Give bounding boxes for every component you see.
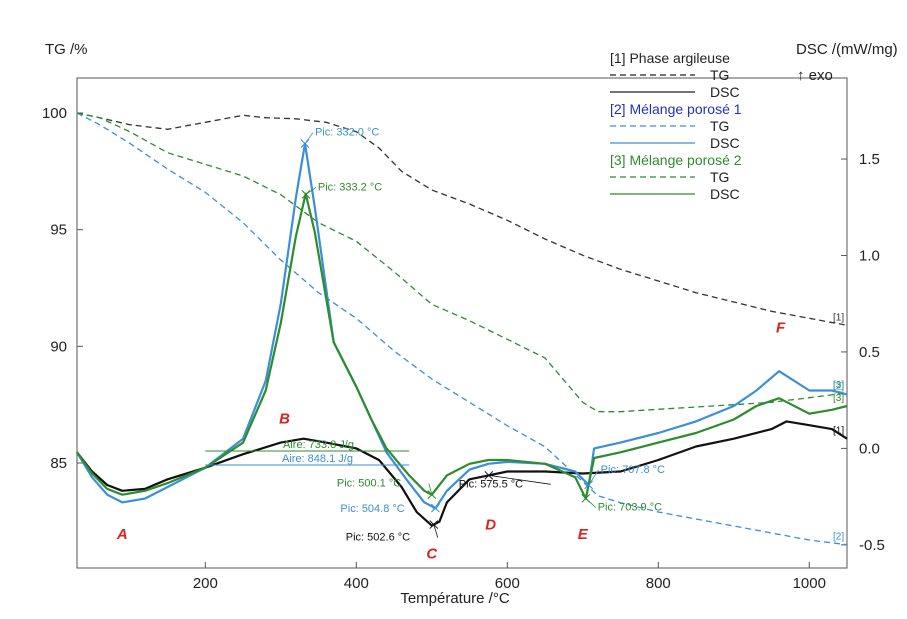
x-tick-label: 200 (193, 575, 218, 592)
peak-label: Pic: 332.0 °C (315, 127, 379, 139)
series-dsc1-line (76, 420, 848, 527)
region-label-a: A (116, 526, 128, 543)
y-right-tick-label: -0.5 (859, 537, 885, 554)
x-tick-label: 600 (495, 575, 520, 592)
area-label: Aire: 733.8 J/g (283, 439, 354, 451)
series-dsc2-end-label: [2] (833, 381, 844, 392)
y-left-axis-label: TG /% (45, 41, 88, 58)
series-dsc3-end-label: [3] (833, 393, 844, 404)
peak-marker (301, 190, 311, 199)
series-layer: [1][2][3][1][2][3] (76, 112, 848, 546)
y-right-axis-sublabel: ↑ exo (797, 67, 833, 84)
region-label-d: D (485, 516, 496, 533)
legend-dsc-label: DSC (710, 84, 740, 100)
peak-label: Pic: 500.1 °C (337, 478, 401, 490)
x-tick-label: 400 (344, 575, 369, 592)
legend-dsc-label: DSC (710, 186, 740, 202)
series-tg1-end-label: [1] (833, 312, 844, 323)
legend-tg-label: TG (710, 169, 729, 185)
peak-label: Pic: 703.9 °C (598, 501, 662, 513)
series-tg2-line (76, 112, 848, 546)
y-left-tick-label: 100 (42, 105, 67, 122)
region-label-f: F (776, 320, 786, 337)
annotation-layer: Pic: 332.0 °C Pic: 333.2 °C Pic: 500.1 °C P… (116, 127, 786, 563)
series-tg1-line (76, 112, 848, 326)
plot-frame (76, 77, 848, 569)
peak-leader-line (432, 507, 436, 510)
y-left-tick-label: 95 (50, 222, 67, 239)
peak-label: Pic: 333.2 °C (318, 181, 382, 193)
x-axis: 200 400 600 800 1000 (193, 562, 826, 592)
peak-leader-line (433, 524, 439, 538)
peak-marker (300, 139, 310, 148)
peak-leader-line (304, 132, 314, 144)
peak-label: Pic: 575.5 °C (459, 478, 523, 490)
legend-tg-label: TG (710, 118, 729, 134)
y-right-tick-label: 0.5 (859, 344, 880, 361)
area-label: Aire: 848.1 J/g (282, 453, 353, 465)
series-dsc1-end-label: [1] (833, 426, 844, 437)
peak-marker (484, 470, 494, 480)
peak-label: Pic: 504.8 °C (340, 503, 404, 515)
region-label-c: C (426, 545, 438, 562)
region-label-e: E (578, 526, 589, 543)
y-right-tick-label: 1.5 (859, 151, 880, 168)
y-right-axis-label: DSC /(mW/mg) (796, 41, 898, 58)
peak-leader-line (488, 474, 551, 485)
x-tick-label: 1000 (793, 575, 826, 592)
region-label-b: B (279, 410, 290, 427)
legend-group-title: [2] Mélange porosé 1 (610, 101, 742, 117)
x-tick-label: 800 (646, 575, 671, 592)
legend-tg-label: TG (710, 67, 729, 83)
series-tg3-end-label: [3] (833, 380, 844, 391)
peak-label: Pic: 707.8 °C (601, 464, 665, 476)
left-axis: 85 90 95 100 (42, 105, 83, 472)
y-left-tick-label: 85 (50, 455, 67, 472)
y-right-tick-label: 0.0 (859, 440, 880, 457)
series-tg3-line (76, 112, 848, 413)
peak-label: Pic: 502.6 °C (346, 532, 410, 544)
legend-group-title: [3] Mélange porosé 2 (610, 152, 742, 168)
peak-leader-line (585, 498, 596, 508)
series-tg2-end-label: [2] (833, 532, 844, 543)
legend-dsc-label: DSC (710, 135, 740, 151)
y-right-tick-label: 1.0 (859, 247, 880, 264)
series-dsc3-line (76, 192, 848, 500)
legend-group-title: [1] Phase argileuse (610, 50, 730, 66)
y-left-tick-label: 90 (50, 338, 67, 355)
peak-leader-line (428, 483, 433, 495)
peak-leader-line (588, 469, 600, 486)
peak-leader-line (305, 187, 317, 195)
x-axis-label: Température /°C (400, 590, 510, 607)
